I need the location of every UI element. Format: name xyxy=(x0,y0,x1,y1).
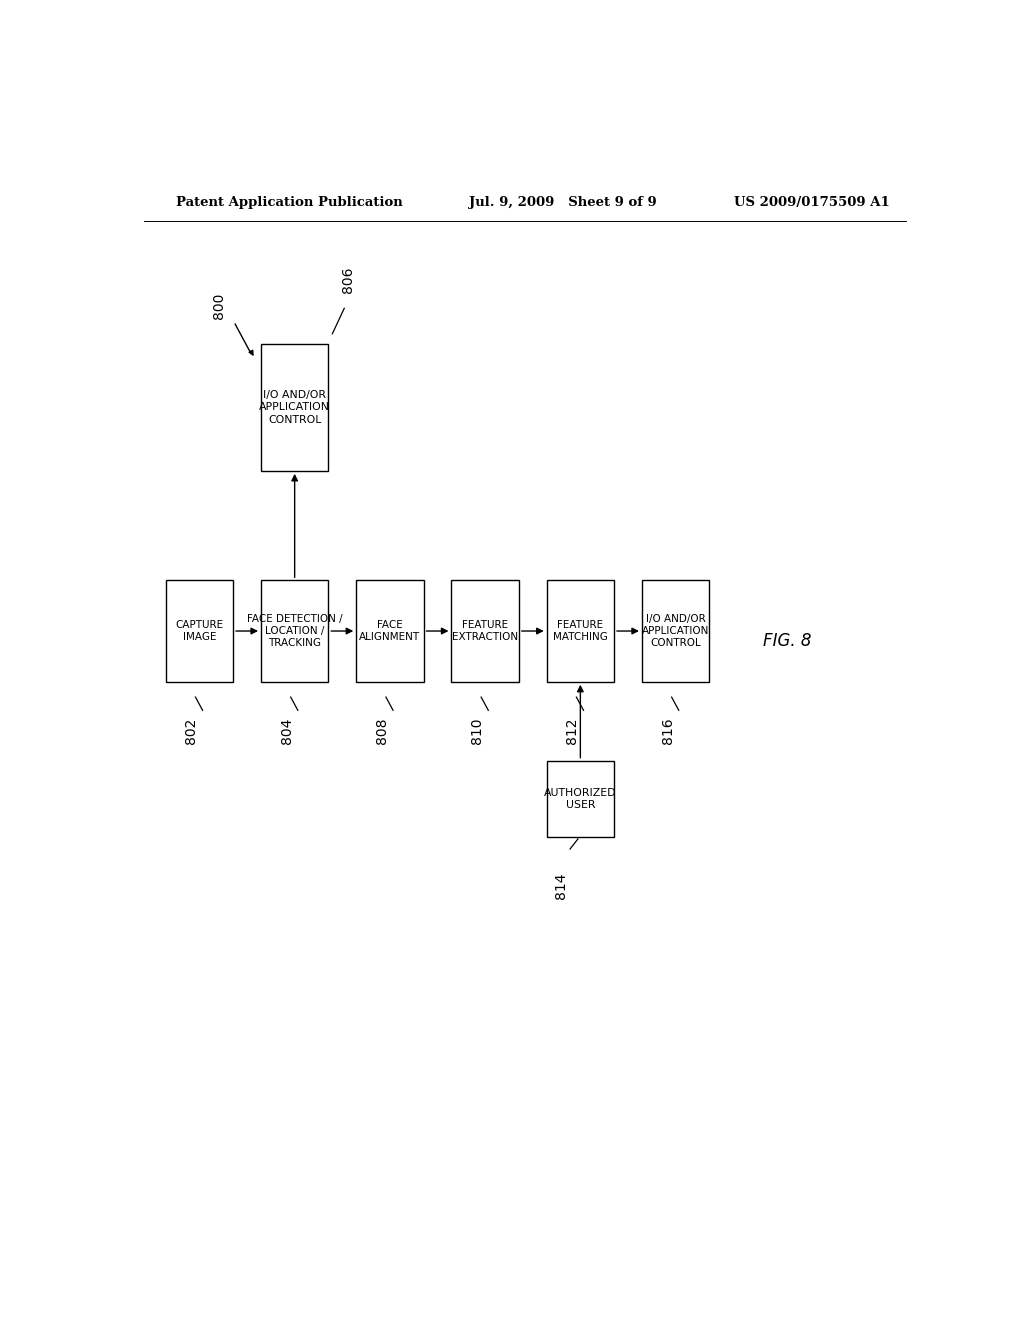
Text: 808: 808 xyxy=(375,718,389,744)
Text: 806: 806 xyxy=(341,267,355,293)
Bar xyxy=(166,581,233,682)
Bar xyxy=(261,345,329,471)
Bar xyxy=(452,581,519,682)
Text: I/O AND/OR
APPLICATION
CONTROL: I/O AND/OR APPLICATION CONTROL xyxy=(259,389,330,425)
Bar xyxy=(261,581,329,682)
Text: 816: 816 xyxy=(660,718,675,744)
Text: Jul. 9, 2009   Sheet 9 of 9: Jul. 9, 2009 Sheet 9 of 9 xyxy=(469,195,657,209)
Text: 804: 804 xyxy=(280,718,294,743)
Bar xyxy=(547,760,614,837)
Bar xyxy=(547,581,614,682)
Text: US 2009/0175509 A1: US 2009/0175509 A1 xyxy=(734,195,890,209)
Text: 810: 810 xyxy=(470,718,484,744)
Text: 814: 814 xyxy=(554,873,567,899)
Text: AUTHORIZED
USER: AUTHORIZED USER xyxy=(544,788,616,810)
Text: FEATURE
MATCHING: FEATURE MATCHING xyxy=(553,620,608,643)
Text: FIG. 8: FIG. 8 xyxy=(763,632,811,651)
Text: Patent Application Publication: Patent Application Publication xyxy=(176,195,402,209)
Text: FACE
ALIGNMENT: FACE ALIGNMENT xyxy=(359,620,421,643)
Text: FEATURE
EXTRACTION: FEATURE EXTRACTION xyxy=(452,620,518,643)
Text: 812: 812 xyxy=(565,718,580,744)
Bar xyxy=(356,581,424,682)
Text: 802: 802 xyxy=(184,718,199,743)
Text: FACE DETECTION /
LOCATION /
TRACKING: FACE DETECTION / LOCATION / TRACKING xyxy=(247,614,342,648)
Text: I/O AND/OR
APPLICATION
CONTROL: I/O AND/OR APPLICATION CONTROL xyxy=(642,614,710,648)
Text: 800: 800 xyxy=(212,293,226,319)
Text: CAPTURE
IMAGE: CAPTURE IMAGE xyxy=(175,620,223,643)
Bar xyxy=(642,581,710,682)
